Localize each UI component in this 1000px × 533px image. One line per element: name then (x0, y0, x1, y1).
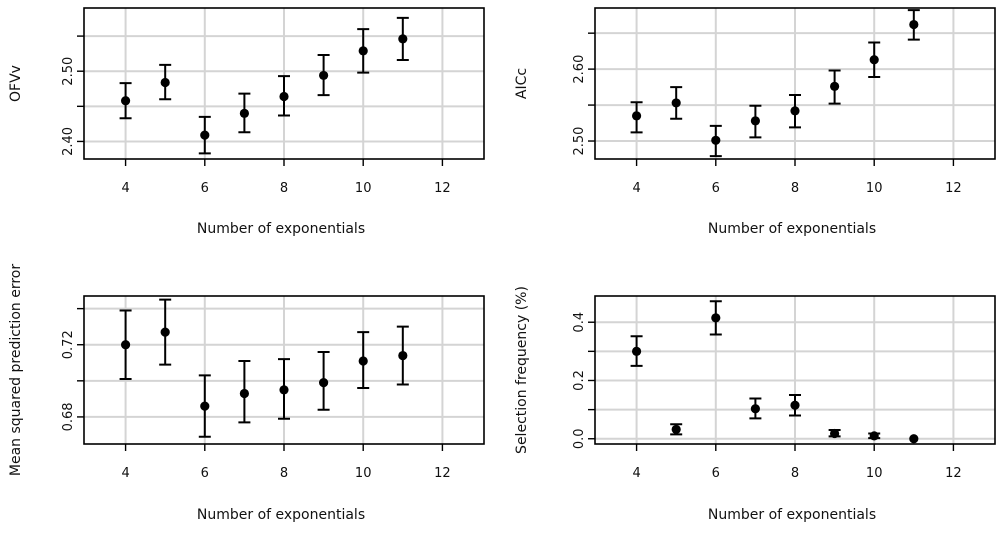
mspe-data-point (358, 356, 368, 366)
selection-frequency-data-point (631, 346, 642, 356)
mspe-data-point (239, 388, 249, 399)
ofvv-ytick-label: 2.40 (61, 127, 76, 156)
aicc-xtick-label: 10 (866, 181, 883, 196)
ofvv-xtick-label: 6 (201, 181, 209, 196)
aicc-data-point (790, 106, 800, 116)
ofvv-data-point (279, 91, 289, 102)
aicc-data-point (711, 135, 721, 145)
aicc-data-point (909, 19, 919, 30)
ofvv-data-point (120, 96, 131, 106)
aicc-xtick-label: 6 (712, 181, 720, 196)
selection-frequency-ytick-label: 0.0 (572, 428, 587, 449)
mspe-xtick-label: 10 (355, 466, 372, 481)
ofvv-xtick-label: 12 (434, 181, 451, 196)
mspe-panel: 4 6 8 10 12 0.68 0.72 Number of exponentials Mea… (8, 264, 485, 523)
mspe-data-point (279, 385, 289, 395)
mspe-data-point (120, 340, 131, 350)
aicc-x-axis-label: Number of exponentials (708, 221, 876, 237)
ofvv-y-axis-label: OFVv (8, 65, 24, 102)
aicc-data-point (830, 81, 840, 91)
selection-frequency-xtick-label: 12 (945, 466, 962, 481)
ofvv-x-axis-label: Number of exponentials (197, 221, 365, 237)
selection-frequency-data-point (909, 434, 919, 444)
ofvv-xtick-label: 4 (121, 181, 129, 196)
mspe-x-axis-label: Number of exponentials (197, 507, 365, 523)
selection-frequency-ytick-label: 0.4 (572, 312, 587, 333)
aicc-ytick-label: 2.50 (572, 127, 587, 156)
aicc-xtick-label: 4 (632, 181, 640, 196)
mspe-data-point (398, 350, 408, 361)
mspe-ytick-label: 0.72 (61, 330, 76, 359)
aicc-data-point (631, 111, 642, 121)
aicc-ytick-label: 2.60 (572, 55, 587, 84)
ofvv-xtick-label: 10 (355, 181, 372, 196)
selection-frequency-xtick-label: 10 (866, 466, 883, 481)
aicc-xtick-label: 12 (945, 181, 962, 196)
selection-frequency-data-point (750, 404, 760, 414)
selection-frequency-panel: 4 6 8 10 12 0.0 0.2 0.4 Number of exponentials Se… (514, 286, 996, 523)
selection-frequency-data-point (671, 424, 681, 435)
ofvv-data-point (319, 70, 329, 81)
mspe-y-axis-label: Mean squared prediction error (8, 264, 24, 476)
mspe-xtick-label: 8 (280, 466, 288, 481)
mspe-data-point (319, 378, 329, 388)
ofvv-ytick-label: 2.50 (61, 57, 76, 86)
selection-frequency-x-axis-label: Number of exponentials (708, 507, 876, 523)
ofvv-xtick-label: 8 (280, 181, 288, 196)
selection-frequency-xtick-label: 8 (791, 466, 799, 481)
selection-frequency-y-axis-label: Selection frequency (%) (514, 286, 530, 454)
aicc-data-point (869, 55, 879, 65)
aicc-y-axis-label: AICc (514, 68, 530, 99)
mspe-xtick-label: 12 (434, 466, 451, 481)
aicc-data-point (671, 98, 681, 108)
aicc-panel: 4 6 8 10 12 2.50 2.60 Number of exponentials AIC… (514, 7, 996, 237)
mspe-data-point (200, 401, 210, 411)
aicc-xtick-label: 8 (791, 181, 799, 196)
ofvv-panel: 4 6 8 10 12 2.40 2.50 Number of exponentials OFV… (8, 7, 485, 237)
selection-frequency-xtick-label: 4 (632, 466, 640, 481)
selection-frequency-ytick-label: 0.2 (572, 370, 587, 391)
mspe-ytick-label: 0.68 (61, 402, 76, 431)
selection-frequency-data-point (830, 428, 840, 439)
mspe-data-point (160, 327, 170, 337)
ofvv-data-point (160, 77, 170, 88)
ofvv-data-point (200, 130, 210, 140)
selection-frequency-data-point (790, 400, 800, 410)
selection-frequency-data-point (869, 431, 879, 441)
ofvv-data-point (239, 108, 249, 118)
mspe-xtick-label: 4 (121, 466, 129, 481)
mspe-xtick-label: 6 (201, 466, 209, 481)
ofvv-data-point (398, 34, 408, 44)
ofvv-data-point (358, 46, 368, 56)
selection-frequency-data-point (711, 313, 721, 323)
aicc-data-point (750, 116, 760, 126)
selection-frequency-xtick-label: 6 (712, 466, 720, 481)
